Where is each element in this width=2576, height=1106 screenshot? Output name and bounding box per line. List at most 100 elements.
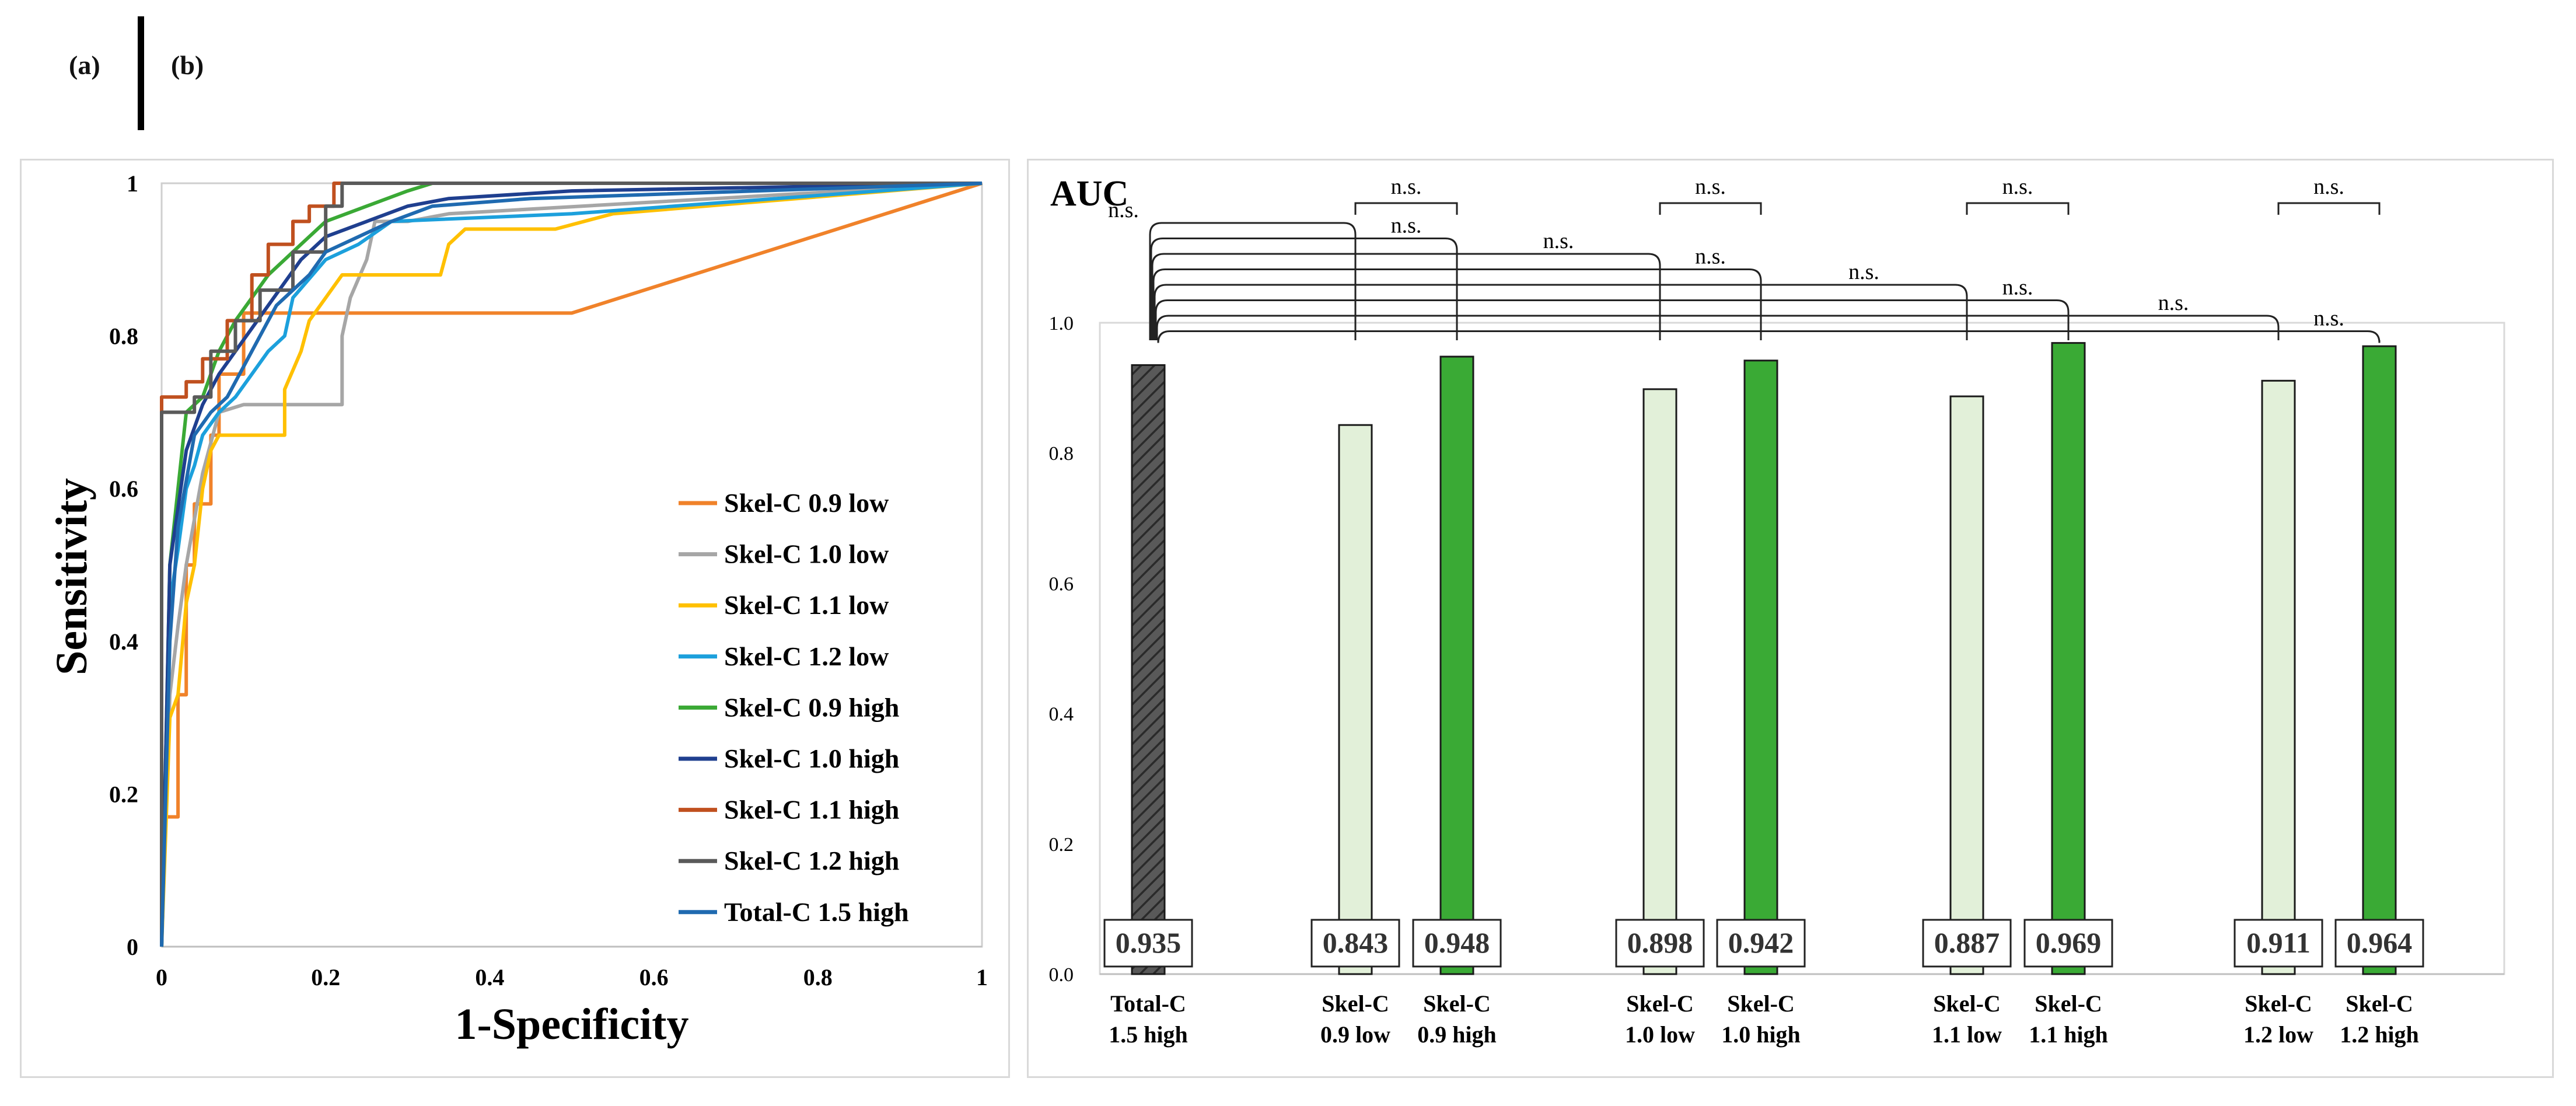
bar-category-label-line2: 0.9 high xyxy=(1417,1021,1497,1048)
x-tick-label: 0.2 xyxy=(311,964,340,990)
bar-skel-c-0-9-high xyxy=(1439,355,1474,975)
bar-category-label-line2: 1.0 low xyxy=(1625,1021,1695,1048)
auc-y-tick-label: 0.0 xyxy=(1049,964,1074,986)
bar-value-label: 0.911 xyxy=(2246,926,2311,959)
comparison-label: n.s. xyxy=(2158,291,2189,315)
y-tick-label: 0.2 xyxy=(109,781,138,807)
x-tick-label: 0.4 xyxy=(475,964,504,990)
comparison-bracket xyxy=(1155,299,2070,340)
bar-skel-c-1-0-high xyxy=(1743,360,1778,975)
legend-label-skel-c-1-2-low: Skel-C 1.2 low xyxy=(724,641,889,671)
comparison-bracket xyxy=(1154,284,1968,340)
y-axis-title: Sensitivity xyxy=(47,478,96,675)
bar-category-label-line1: Total-C xyxy=(1110,990,1186,1017)
auc-y-tick-label: 0.6 xyxy=(1049,573,1074,595)
bar-category-label-line1: Skel-C xyxy=(2245,990,2312,1017)
comparison-bracket xyxy=(1156,315,2280,340)
legend-label-skel-c-1-1-high: Skel-C 1.1 high xyxy=(724,795,899,825)
bar-value-box xyxy=(1103,919,1193,968)
legend-label-skel-c-1-1-low: Skel-C 1.1 low xyxy=(724,590,889,620)
bar-value-box xyxy=(1412,919,1502,968)
y-tick-label: 0.4 xyxy=(109,629,138,655)
auc-axis-title: AUC xyxy=(1050,174,1128,214)
legend-label-skel-c-1-2-high: Skel-C 1.2 high xyxy=(724,846,899,875)
panel-separator xyxy=(138,16,144,130)
auc-bar-chart: AUC 0.0 0.2 0.4 0.6 0.8 1.0 0.935 Total-C 1.5 hig… xyxy=(1049,174,2505,1048)
comparison-label: n.s. xyxy=(2313,306,2344,331)
comparison-bracket xyxy=(1151,253,1661,340)
comparison-bracket xyxy=(1152,268,1762,340)
pair-comparison-label: n.s. xyxy=(1695,175,1726,199)
roc-line-total-c-1-5-high xyxy=(160,182,983,947)
bar-value-box xyxy=(1716,919,1806,968)
bar-value-label: 0.942 xyxy=(1728,926,1794,959)
comparison-label: n.s. xyxy=(1108,198,1139,222)
bar-skel-c-0-9-low xyxy=(1338,424,1373,975)
roc-line-skel-c-1-2-low xyxy=(160,182,983,947)
pair-comparison-bracket xyxy=(1659,202,1762,215)
bar-value-box xyxy=(1922,919,2012,968)
roc-line-skel-c-0-9-high xyxy=(160,182,982,947)
y-tick-label: 1 xyxy=(127,170,138,197)
x-tick-label: 0.8 xyxy=(803,964,833,990)
pair-comparison-bracket xyxy=(1354,202,1458,215)
comparison-bracket xyxy=(1149,222,1357,340)
legend-label-skel-c-1-0-high: Skel-C 1.0 high xyxy=(724,744,899,773)
comparison-label: n.s. xyxy=(2002,275,2033,300)
bar-value-label: 0.887 xyxy=(1934,926,2000,959)
comparison-bracket xyxy=(1157,330,2381,343)
pair-comparison-bracket xyxy=(1966,202,2070,215)
bar-category-label-line1: Skel-C xyxy=(1322,990,1389,1017)
bar-category-label-line2: 1.2 low xyxy=(2243,1021,2313,1048)
pair-comparison-label: n.s. xyxy=(2002,175,2033,199)
bar-total-c-1-5-high xyxy=(1131,364,1166,975)
roc-chart: 0 0.2 0.4 0.6 0.8 1 0 0.2 0.4 0.6 0.8 1 1-Specificit… xyxy=(47,170,988,1049)
auc-y-tick-label: 0.4 xyxy=(1049,704,1074,725)
bar-category-label-line2: 1.5 high xyxy=(1109,1021,1188,1048)
bar-category-label-line1: Skel-C xyxy=(1933,990,2001,1017)
legend-label-skel-c-0-9-low: Skel-C 0.9 low xyxy=(724,488,889,518)
auc-y-tick-label: 1.0 xyxy=(1049,313,1074,334)
panel-label-b: (b) xyxy=(171,50,204,80)
y-tick-label: 0.6 xyxy=(109,476,138,502)
bar-category-label-line1: Skel-C xyxy=(1626,990,1694,1017)
bar-value-label: 0.935 xyxy=(1116,926,1182,959)
comparison-label: n.s. xyxy=(1848,260,1879,284)
bar-value-box xyxy=(1310,919,1400,968)
comparison-label: n.s. xyxy=(1543,229,1574,253)
bar-value-label: 0.969 xyxy=(2036,926,2102,959)
bar-value-label: 0.964 xyxy=(2347,926,2413,959)
bar-value-box xyxy=(2334,919,2424,968)
bar-category-label-line2: 1.1 high xyxy=(2029,1021,2108,1048)
bar-value-label: 0.948 xyxy=(1424,926,1490,959)
bar-value-box xyxy=(1615,919,1705,968)
bar-category-label-line1: Skel-C xyxy=(1423,990,1491,1017)
x-tick-label: 1 xyxy=(976,964,988,990)
bar-skel-c-1-2-low xyxy=(2261,379,2296,975)
legend-label-skel-c-1-0-low: Skel-C 1.0 low xyxy=(724,539,889,569)
bar-category-label-line2: 1.1 low xyxy=(1932,1021,2002,1048)
auc-y-tick-label: 0.2 xyxy=(1049,834,1074,856)
bar-category-label-line1: Skel-C xyxy=(2035,990,2102,1017)
bar-category-label-line1: Skel-C xyxy=(1727,990,1795,1017)
roc-line-skel-c-1-1-high xyxy=(160,182,982,947)
pair-comparison-label: n.s. xyxy=(1391,175,1422,199)
bar-skel-c-1-2-high xyxy=(2362,345,2397,975)
bar-skel-c-1-1-low xyxy=(1949,395,1984,975)
x-tick-label: 0 xyxy=(156,964,167,990)
roc-line-skel-c-1-0-high xyxy=(160,182,983,947)
bar-category-label-line2: 1.2 high xyxy=(2340,1021,2419,1048)
bar-category-label-line2: 0.9 low xyxy=(1320,1021,1390,1048)
x-axis-title: 1-Specificity xyxy=(455,1000,688,1049)
bar-value-label: 0.843 xyxy=(1323,926,1389,959)
panel-label-a: (a) xyxy=(69,50,100,80)
legend-label-total-c-1-5-high: Total-C 1.5 high xyxy=(724,897,909,927)
bar-value-box xyxy=(2023,919,2113,968)
bar-category-label-line1: Skel-C xyxy=(2346,990,2413,1017)
auc-y-tick-label: 0.8 xyxy=(1049,443,1074,465)
pair-comparison-label: n.s. xyxy=(2313,175,2344,199)
bar-value-label: 0.898 xyxy=(1627,926,1693,959)
y-tick-label: 0 xyxy=(127,934,138,960)
x-tick-label: 0.6 xyxy=(639,964,669,990)
